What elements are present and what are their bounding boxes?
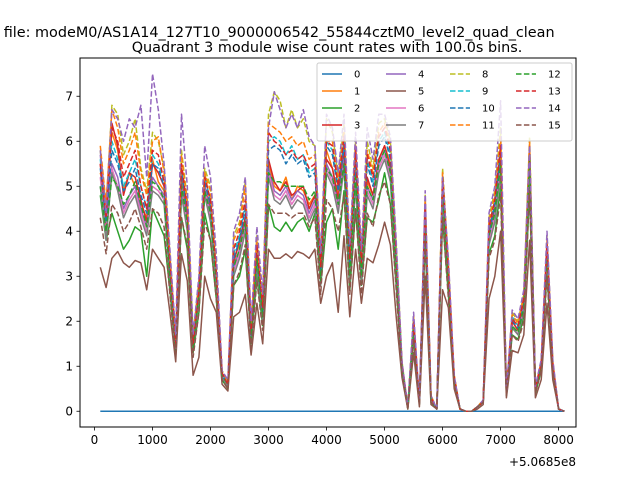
x-axis-offset-label: +5.0685e8 (509, 455, 576, 469)
x-tick-label: 1000 (137, 433, 168, 447)
axes-frame (79, 57, 577, 428)
legend-label-6: 6 (418, 104, 424, 115)
legend-label-1: 1 (354, 87, 360, 98)
chart-title: Quadrant 3 module wise count rates with … (132, 40, 523, 56)
legend-label-0: 0 (354, 70, 360, 81)
y-tick-label: 5 (65, 180, 73, 194)
legend-label-7: 7 (418, 121, 424, 132)
x-tick-label: 5000 (369, 433, 400, 447)
legend-label-3: 3 (354, 121, 360, 132)
x-axis: 0 1000 2000 3000 4000 5000 6000 7000 8000 (91, 427, 574, 447)
legend-label-13: 13 (548, 87, 561, 98)
figure-suptitle: n file: modeM0/AS1A14_127T10_9000006542_… (0, 25, 555, 41)
legend-label-11: 11 (482, 121, 495, 132)
y-tick-label: 6 (65, 135, 73, 149)
y-tick-label: 1 (65, 360, 73, 374)
x-tick-label: 7000 (485, 433, 516, 447)
x-tick-label: 0 (91, 433, 99, 447)
x-tick-label: 4000 (311, 433, 342, 447)
y-tick-label: 0 (65, 405, 73, 419)
legend-label-12: 12 (548, 70, 561, 81)
y-axis: 0 1 2 3 4 5 6 7 (65, 90, 80, 419)
legend-box (316, 62, 573, 142)
legend-label-4: 4 (418, 70, 424, 81)
legend-label-9: 9 (482, 87, 488, 98)
y-tick-label: 7 (65, 90, 73, 104)
legend-label-8: 8 (482, 70, 488, 81)
y-tick-label: 4 (65, 225, 73, 239)
legend-label-2: 2 (354, 104, 360, 115)
legend-label-15: 15 (548, 121, 561, 132)
series-line-15 (99, 181, 565, 413)
x-tick-label: 8000 (543, 433, 574, 447)
x-tick-label: 3000 (253, 433, 284, 447)
x-tick-label: 6000 (427, 433, 458, 447)
y-tick-label: 3 (65, 270, 73, 284)
x-tick-label: 2000 (195, 433, 226, 447)
series-line-5 (99, 221, 565, 413)
y-tick-label: 2 (65, 315, 73, 329)
legend-label-10: 10 (482, 104, 495, 115)
legend-label-14: 14 (548, 104, 561, 115)
legend-label-5: 5 (418, 87, 424, 98)
